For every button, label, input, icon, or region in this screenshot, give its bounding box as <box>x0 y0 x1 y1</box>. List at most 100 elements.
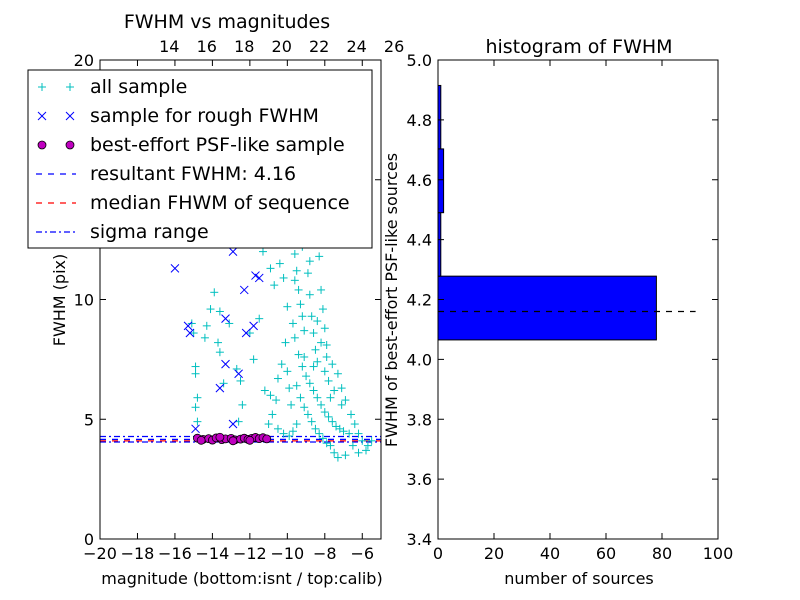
legend-label: best-effort PSF-like sample <box>90 134 345 156</box>
histogram-ticks: 0 20 40 60 80 100 3.4 3.6 3.8 4.0 4.2 4.4 4.6 4.8 5.0 <box>407 51 734 563</box>
series-0-point <box>333 453 342 462</box>
series-0-point <box>337 384 346 393</box>
series-0-point <box>264 420 273 429</box>
x-tick-label: 80 <box>652 544 672 563</box>
series-0-point <box>236 376 245 385</box>
series-1-point <box>239 285 249 295</box>
series-1-point <box>251 271 260 280</box>
legend-box <box>27 69 373 249</box>
top-x-tick-label: 16 <box>197 37 217 56</box>
y-tick-label: 20 <box>74 51 94 70</box>
series-0-point <box>288 427 297 436</box>
series-0-point <box>219 379 228 388</box>
series-0-point <box>238 400 247 409</box>
series-0-point <box>362 446 371 455</box>
series-0-point <box>210 288 219 297</box>
series-0-point <box>215 307 224 316</box>
x-tick-label: 20 <box>484 544 504 563</box>
series-0-point <box>285 432 294 441</box>
series-0-point <box>300 326 309 335</box>
series-0-point <box>266 264 275 273</box>
series-0-point <box>300 352 309 361</box>
series-0-point <box>326 441 335 450</box>
legend-label: sample for rough FWHM <box>90 105 319 127</box>
series-0-point <box>260 386 269 395</box>
histogram-panel: 0 20 40 60 80 1003.43.63.84.04.24.44.64.85.0 … <box>382 36 733 588</box>
series-0-point <box>296 300 305 309</box>
scatter-x-axis-label: magnitude (bottom:isnt / top:calib) <box>101 569 382 588</box>
series-0-point <box>311 424 320 433</box>
x-tick-label: 100 <box>703 544 734 563</box>
series-0-point <box>258 247 267 256</box>
legend-marker <box>37 140 47 150</box>
series-2-point <box>215 432 225 442</box>
scatter-panel: −20−18−16−14−12−10−8−6051015201416182022… <box>27 11 404 588</box>
top-x-tick-label: 22 <box>309 37 329 56</box>
series-0-point <box>191 362 200 371</box>
series-0-point <box>317 338 326 347</box>
x-tick-label: 0 <box>433 544 443 563</box>
series-1-point <box>234 369 243 379</box>
series-0-point <box>322 352 331 361</box>
series-0-point <box>354 429 363 438</box>
series-0-point <box>189 329 198 338</box>
series-0-point <box>281 338 290 347</box>
series-0-point <box>290 249 299 258</box>
series-0-point <box>345 429 354 438</box>
series-0-point <box>266 391 275 400</box>
series-1-point <box>228 419 238 429</box>
series-0-point <box>285 384 294 393</box>
y-tick-label: 3.8 <box>407 410 432 429</box>
series-0-point <box>313 317 322 326</box>
histogram-bar <box>437 275 657 341</box>
series-0-point <box>305 290 314 299</box>
series-0-point <box>298 362 307 371</box>
series-2-point <box>245 435 255 445</box>
series-0-point <box>358 436 367 445</box>
series-0-point <box>273 374 282 383</box>
legend-label: sigma range <box>90 221 209 243</box>
series-0-point <box>330 448 339 457</box>
y-tick-label: 4.2 <box>407 291 432 310</box>
series-0-point <box>317 400 326 409</box>
series-0-point <box>191 369 200 378</box>
series-1-point <box>221 359 230 369</box>
series-2-point <box>228 436 238 446</box>
series-0-point <box>302 372 311 381</box>
series-0-point <box>320 367 329 376</box>
series-0-point <box>324 412 333 421</box>
series-0-point <box>307 417 316 426</box>
histogram-bars <box>437 84 657 341</box>
series-0-point <box>283 302 292 311</box>
series-1-point <box>249 321 258 331</box>
series-0-point <box>303 410 312 419</box>
series-0-point <box>322 341 331 350</box>
x-tick-label: −16 <box>158 544 192 563</box>
series-0-point <box>330 386 339 395</box>
series-0-point <box>225 319 234 328</box>
scatter-points <box>170 233 376 462</box>
series-0-point <box>309 362 318 371</box>
histogram-title: histogram of FWHM <box>485 36 672 58</box>
series-0-point <box>255 314 264 323</box>
y-tick-label: 3.4 <box>407 530 432 549</box>
series-0-point <box>333 369 342 378</box>
legend-marker <box>66 83 74 91</box>
series-0-point <box>283 367 292 376</box>
top-x-tick-label: 26 <box>384 37 404 56</box>
series-1-point <box>241 328 251 338</box>
series-0-point <box>202 321 211 330</box>
top-x-tick-label: 18 <box>234 37 254 56</box>
series-0-point <box>277 360 286 369</box>
legend-label: all sample <box>90 76 187 98</box>
series-0-point <box>313 393 322 402</box>
y-tick-label: 0 <box>84 530 94 549</box>
series-0-point <box>320 408 329 417</box>
series-0-point <box>305 379 314 388</box>
series-0-point <box>315 252 324 261</box>
series-2-point <box>196 435 206 445</box>
series-0-point <box>268 410 277 419</box>
x-tick-label: 60 <box>596 544 616 563</box>
series-0-point <box>305 257 314 266</box>
